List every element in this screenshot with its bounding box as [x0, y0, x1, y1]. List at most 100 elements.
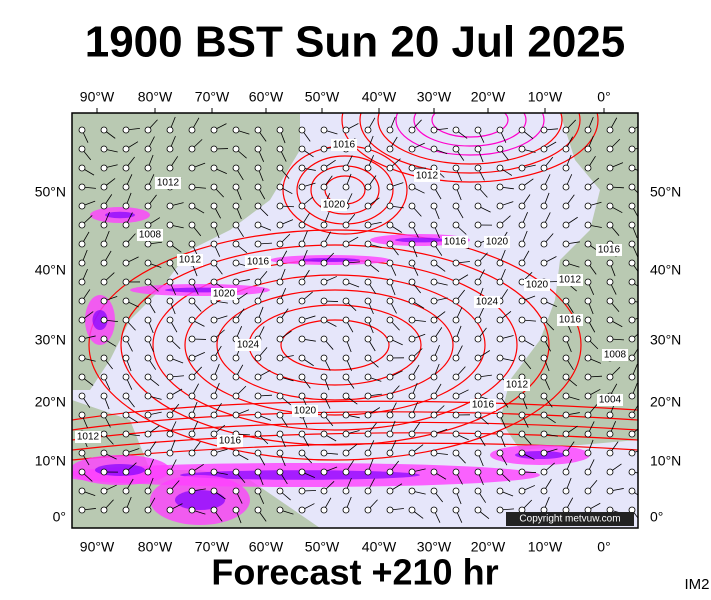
lon-label-top: 70°W — [195, 89, 230, 105]
station — [78, 316, 86, 324]
station — [210, 202, 218, 210]
station — [100, 164, 108, 172]
station — [276, 316, 284, 324]
station — [430, 506, 438, 514]
station — [100, 506, 108, 514]
station — [364, 373, 372, 381]
station — [584, 468, 592, 476]
lat-label-left: 20°N — [35, 394, 66, 410]
station — [408, 316, 416, 324]
isobar-label: 1016 — [219, 436, 242, 447]
station — [364, 259, 372, 267]
station — [232, 240, 240, 248]
station — [232, 354, 240, 362]
station — [254, 183, 262, 191]
isobar-label-bg — [321, 199, 347, 211]
station — [232, 316, 240, 324]
high-isobar — [88, 229, 582, 461]
station — [628, 373, 636, 381]
station — [342, 468, 350, 476]
station — [584, 259, 592, 267]
isobar-label-bg — [557, 274, 583, 286]
station — [518, 430, 526, 438]
station — [584, 145, 592, 153]
station — [78, 221, 86, 229]
station — [430, 430, 438, 438]
station — [606, 259, 614, 267]
station — [628, 468, 636, 476]
station — [452, 202, 460, 210]
lon-label-bottom: 20°W — [471, 539, 506, 555]
station — [254, 202, 262, 210]
low-isobar — [413, 113, 527, 147]
station — [386, 354, 394, 362]
station — [452, 316, 460, 324]
station — [562, 487, 570, 495]
station — [540, 430, 548, 438]
station — [562, 468, 570, 476]
isobar-label: 1012 — [506, 380, 529, 391]
station — [144, 468, 152, 476]
station — [78, 506, 86, 514]
station — [320, 468, 328, 476]
station — [188, 392, 196, 400]
isobar-label-bg — [602, 349, 628, 361]
station — [78, 487, 86, 495]
station — [430, 316, 438, 324]
station — [386, 183, 394, 191]
station — [320, 449, 328, 457]
station — [320, 373, 328, 381]
station — [430, 373, 438, 381]
station — [364, 430, 372, 438]
isobar-label: 1012 — [77, 432, 100, 443]
station — [386, 468, 394, 476]
lat-label-right: 0° — [650, 509, 663, 525]
image-code: IM2 — [684, 576, 709, 593]
station — [276, 449, 284, 457]
station — [254, 354, 262, 362]
station — [474, 240, 482, 248]
station — [298, 354, 306, 362]
station — [144, 221, 152, 229]
station — [276, 373, 284, 381]
station — [628, 126, 636, 134]
station — [100, 145, 108, 153]
isobar-label: 1016 — [444, 237, 467, 248]
isobar-label: 1016 — [559, 315, 582, 326]
rain-core — [95, 464, 145, 476]
station — [518, 145, 526, 153]
station — [408, 145, 416, 153]
station — [430, 411, 438, 419]
station — [584, 297, 592, 305]
station — [342, 259, 350, 267]
station — [188, 316, 196, 324]
station — [518, 221, 526, 229]
station — [188, 202, 196, 210]
station — [276, 126, 284, 134]
station — [540, 221, 548, 229]
station — [320, 183, 328, 191]
lat-label-right: 50°N — [650, 184, 681, 200]
station — [100, 373, 108, 381]
station — [210, 221, 218, 229]
station — [452, 297, 460, 305]
station — [320, 354, 328, 362]
station — [386, 316, 394, 324]
station — [232, 278, 240, 286]
station — [78, 278, 86, 286]
station — [474, 411, 482, 419]
station — [540, 468, 548, 476]
station — [562, 183, 570, 191]
station — [188, 411, 196, 419]
station — [100, 411, 108, 419]
station — [408, 278, 416, 286]
station — [562, 373, 570, 381]
low-isobar — [431, 113, 509, 138]
station — [232, 221, 240, 229]
station — [364, 164, 372, 172]
station — [496, 202, 504, 210]
station — [320, 392, 328, 400]
isobar-label: 1020 — [526, 280, 549, 291]
station — [232, 468, 240, 476]
station — [100, 221, 108, 229]
